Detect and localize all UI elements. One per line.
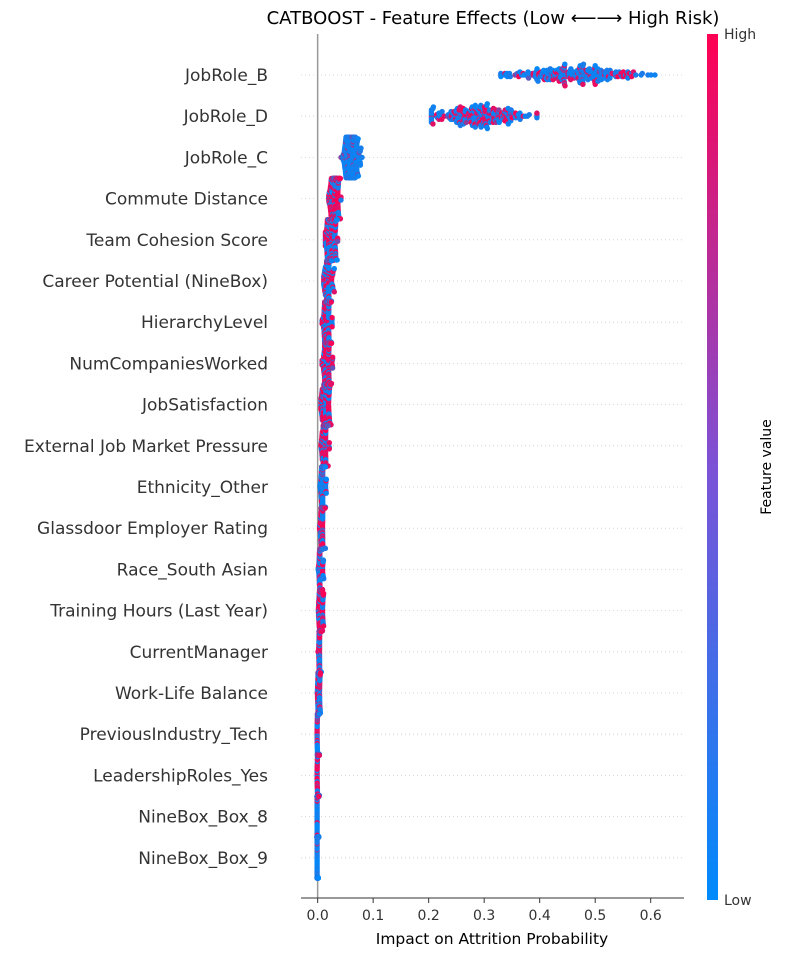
feature-label: Career Potential (NineBox) xyxy=(42,272,268,292)
shap-point xyxy=(328,299,334,305)
feature-label: JobRole_C xyxy=(184,148,268,168)
shap-point xyxy=(323,490,329,496)
shap-point xyxy=(648,72,654,78)
shap-point xyxy=(639,70,645,77)
shap-point xyxy=(321,576,327,582)
shap-point xyxy=(334,257,340,263)
shap-point xyxy=(355,136,361,142)
grid-lines xyxy=(301,74,684,859)
shap-point xyxy=(320,623,327,629)
shap-point xyxy=(320,590,327,597)
feature-label: LeadershipRoles_Yes xyxy=(93,766,268,786)
shap-point xyxy=(328,258,335,264)
shap-point xyxy=(525,69,531,75)
shap-point xyxy=(323,476,330,482)
shap-point xyxy=(320,557,327,563)
shap-point xyxy=(358,145,364,151)
shap-point xyxy=(484,125,491,132)
shap-point xyxy=(319,546,326,552)
shap-point xyxy=(317,670,324,676)
shap-point xyxy=(329,365,336,371)
shap-point xyxy=(355,173,362,179)
shap-point xyxy=(526,111,533,118)
feature-labels: JobRole_B JobRole_D JobRole_C Commute Dista… xyxy=(24,66,268,869)
feature-label: Work-Life Balance xyxy=(115,684,268,704)
shap-point xyxy=(328,340,335,346)
shap-point xyxy=(329,354,336,360)
shap-point xyxy=(328,381,334,388)
feature-label: JobSatisfaction xyxy=(141,396,268,416)
shap-point xyxy=(633,72,639,78)
shap-point xyxy=(525,75,532,81)
feature-label: NineBox_Box_9 xyxy=(138,849,268,869)
shap-point xyxy=(331,289,337,295)
feature-label: NumCompaniesWorked xyxy=(69,354,268,374)
shap-point xyxy=(326,446,333,452)
shap-point xyxy=(334,238,341,245)
feature-label: Commute Distance xyxy=(105,190,268,210)
chart-title: CATBOOST - Feature Effects (Low ⟵⟶ High … xyxy=(267,8,720,29)
shap-point xyxy=(357,162,364,168)
shap-point xyxy=(334,216,341,223)
shap-point xyxy=(316,752,323,758)
feature-label: JobRole_D xyxy=(183,107,268,127)
shap-point xyxy=(562,83,568,89)
feature-label: JobRole_B xyxy=(184,66,268,86)
data-points xyxy=(314,61,658,881)
feature-label: Race_South Asian xyxy=(117,560,268,580)
feature-label: Team Cohesion Score xyxy=(85,231,268,251)
shap-point xyxy=(484,101,491,107)
shap-point xyxy=(316,793,322,800)
feature-label: Ethnicity_Other xyxy=(137,478,268,498)
shap-point xyxy=(535,78,541,84)
feature-label: HierarchyLevel xyxy=(141,313,268,333)
shap-point xyxy=(430,104,437,110)
shap-point xyxy=(439,108,445,115)
shap-point xyxy=(534,66,540,72)
shap-point xyxy=(331,265,337,272)
shap-point xyxy=(325,422,331,429)
shap-point xyxy=(534,115,540,121)
shap-point xyxy=(534,110,540,116)
shap-point xyxy=(322,505,328,511)
shap-point xyxy=(337,175,344,182)
shap-point xyxy=(430,121,436,127)
feature-label: CurrentManager xyxy=(130,643,268,663)
shap-point xyxy=(463,119,469,126)
feature-label: Glassdoor Employer Rating xyxy=(37,519,268,539)
shap-point xyxy=(316,711,323,717)
feature-label: PreviousIndustry_Tech xyxy=(80,725,268,745)
shap-point xyxy=(338,197,344,203)
shap-point xyxy=(507,73,513,80)
shap-point xyxy=(329,324,335,330)
shap-point xyxy=(580,81,586,88)
feature-label: Training Hours (Last Year) xyxy=(49,602,268,622)
shap-point xyxy=(329,314,335,321)
shap-point xyxy=(322,464,329,470)
shap-point xyxy=(359,154,365,161)
shap-point xyxy=(580,61,587,67)
shap-point xyxy=(562,61,568,67)
feature-label: NineBox_Box_8 xyxy=(138,808,268,828)
shap-point xyxy=(318,628,325,635)
shap-point xyxy=(326,440,333,446)
feature-label: External Job Market Pressure xyxy=(24,437,268,457)
shap-point xyxy=(652,72,658,78)
shap-point xyxy=(629,73,635,80)
